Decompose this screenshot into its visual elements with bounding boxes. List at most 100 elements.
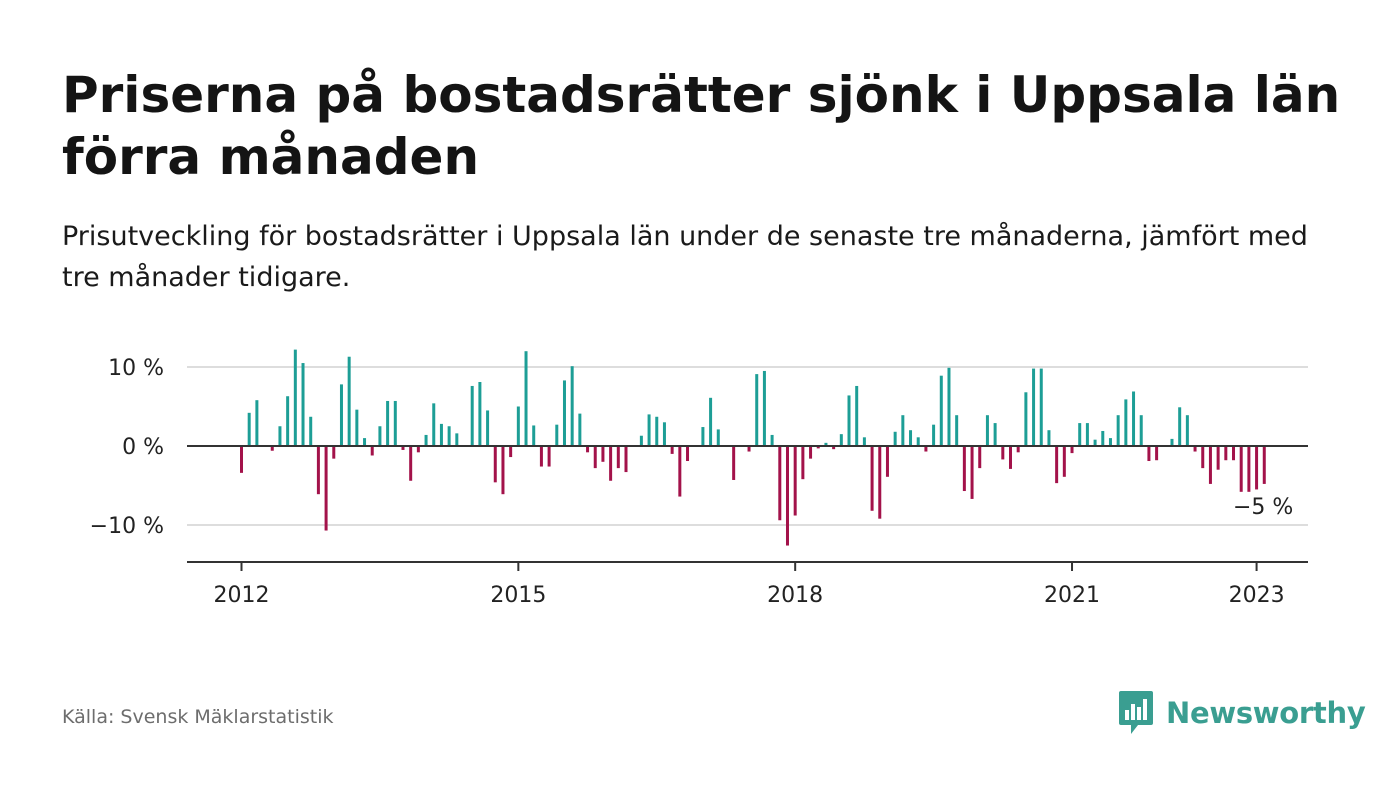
bar: [547, 446, 551, 467]
bar: [293, 349, 297, 446]
bar: [732, 446, 736, 480]
bar: [947, 367, 951, 446]
bar: [862, 437, 866, 446]
x-tick-label: 2015: [490, 583, 546, 608]
bar: [1178, 407, 1182, 446]
bar-series: [240, 349, 1266, 546]
bar: [509, 446, 513, 458]
bar: [516, 406, 520, 446]
bar: [1224, 446, 1228, 461]
bar: [301, 363, 305, 446]
bar: [524, 351, 528, 446]
bar: [409, 446, 413, 481]
bar: [1124, 399, 1128, 446]
grid-lines: [187, 366, 1308, 526]
bar: [701, 427, 705, 446]
bar: [1247, 446, 1251, 492]
bar: [1001, 446, 1005, 460]
bar: [655, 416, 659, 446]
bar: [240, 446, 243, 473]
x-tick-label: 2012: [214, 583, 270, 608]
bar: [809, 446, 813, 459]
bar: [1009, 446, 1012, 469]
bar: [555, 424, 559, 446]
bar: [1208, 446, 1212, 484]
bar: [716, 429, 720, 446]
bar: [662, 422, 666, 446]
bar: [347, 356, 351, 446]
bar: [439, 423, 443, 446]
bar: [1155, 446, 1159, 461]
bar: [909, 430, 913, 446]
bar: [1085, 423, 1089, 446]
axes: [187, 445, 1308, 571]
bar: [924, 446, 928, 452]
bar: [839, 434, 843, 446]
bar: [1093, 439, 1097, 446]
bar: [970, 446, 974, 499]
bar: [1193, 446, 1197, 452]
chart-subtitle: Prisutveckling för bostadsrätter i Uppsa…: [62, 221, 1308, 293]
bar: [978, 446, 982, 469]
bar: [1255, 446, 1259, 490]
bar: [885, 446, 889, 477]
bar: [478, 382, 482, 446]
bar: [1101, 430, 1105, 446]
last-value-label: −5 %: [1233, 495, 1293, 520]
bar: [1232, 446, 1236, 461]
bar: [1039, 368, 1043, 446]
bar: [709, 397, 713, 446]
bar: [1016, 446, 1020, 453]
bar: [278, 426, 282, 446]
bar: [878, 446, 882, 519]
newsworthy-logo[interactable]: Newsworthy: [1118, 690, 1366, 736]
bar: [985, 415, 989, 446]
bar: [447, 426, 451, 446]
bar: [747, 446, 751, 452]
bar: [470, 385, 474, 446]
bar: [1185, 415, 1189, 446]
source-note: Källa: Svensk Mäklarstatistik: [62, 706, 334, 728]
bar: [455, 433, 459, 446]
bar: [1147, 446, 1151, 462]
bar: [332, 446, 336, 459]
brand-name: Newsworthy: [1166, 696, 1366, 730]
bar: [416, 446, 420, 453]
bar: [670, 446, 674, 454]
bar: [624, 446, 628, 473]
bar: [363, 438, 367, 446]
bar: [1201, 446, 1205, 469]
bar: [962, 446, 966, 492]
bar: [678, 446, 682, 497]
bar: [486, 410, 490, 446]
bar: [762, 370, 766, 446]
bar: [785, 446, 789, 546]
bar: [370, 446, 374, 456]
bar: [993, 423, 997, 446]
bar: [532, 425, 536, 446]
bar: [1070, 446, 1074, 454]
bar: [793, 446, 797, 516]
y-tick-label: 0 %: [122, 435, 164, 460]
bar: [770, 434, 774, 446]
y-tick-label: −10 %: [90, 514, 164, 539]
bar: [586, 446, 590, 453]
bar: [424, 434, 428, 446]
bar: [916, 437, 920, 446]
bar: [339, 384, 343, 446]
bar: [755, 374, 759, 446]
bar: [1024, 392, 1028, 446]
bar: [386, 400, 390, 446]
bar: [578, 413, 582, 446]
bar: [570, 366, 574, 446]
bar: [593, 446, 597, 469]
bar: [355, 409, 359, 446]
bar: [324, 446, 328, 531]
bar: [1216, 446, 1220, 470]
bar: [647, 414, 651, 446]
bar: [955, 415, 959, 446]
bar: [1139, 415, 1143, 446]
bar: [247, 412, 251, 446]
bar: [378, 426, 382, 446]
bar: [255, 400, 259, 446]
